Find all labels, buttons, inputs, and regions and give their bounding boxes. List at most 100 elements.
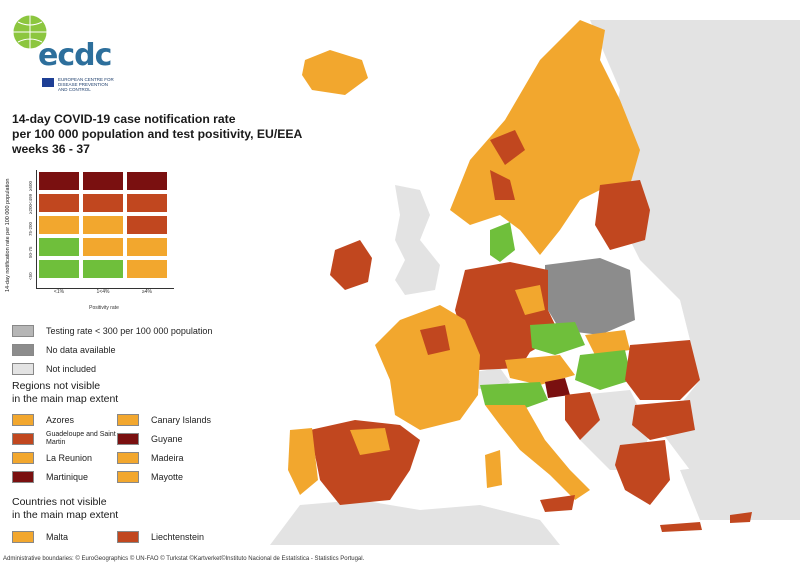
map-spain	[310, 420, 420, 505]
map-slovenia	[545, 378, 570, 398]
map-spain-orange-region	[350, 428, 390, 455]
map-italy-north	[480, 382, 548, 410]
matrix-cell	[38, 237, 80, 257]
country-item: Malta	[12, 530, 68, 544]
matrix-y-axis	[36, 170, 37, 288]
matrix-y-tick: <50	[28, 272, 33, 280]
map-crete	[660, 522, 702, 532]
legend-label: Malta	[46, 532, 69, 542]
legend-swatch	[117, 414, 139, 426]
map-norway-south-region	[490, 170, 515, 200]
logo-subtitle: EUROPEAN CENTRE FOR DISEASE PREVENTION A…	[58, 77, 114, 92]
legend-swatch	[12, 471, 34, 483]
title-line-3: weeks 36 - 37	[12, 142, 90, 156]
regions-heading-line-2: in the main map extent	[12, 393, 119, 405]
legend-swatch	[12, 363, 34, 375]
legend-label: Madeira	[151, 453, 184, 463]
matrix-y-tick: 50-75	[28, 246, 33, 258]
legend-swatch	[12, 325, 34, 337]
region-item: Mayotte	[117, 470, 183, 484]
legend-label: Testing rate < 300 per 100 000 populatio…	[46, 326, 213, 336]
matrix-cell	[82, 259, 124, 279]
matrix-y-tick: ≥500	[28, 181, 33, 191]
map-hungary	[575, 350, 632, 390]
matrix-cell	[126, 193, 168, 213]
map-france	[375, 305, 480, 430]
map-non-included-east	[590, 20, 800, 520]
map-germany-orange-region	[515, 285, 545, 315]
map-ireland	[330, 240, 372, 290]
map-norway-north-region	[490, 130, 525, 165]
footer-attribution: Administrative boundaries: © EuroGeograp…	[3, 556, 365, 562]
legend-label: No data available	[46, 345, 116, 355]
region-item: Martinique	[12, 470, 88, 484]
legend-label: Guyane	[151, 434, 183, 444]
map-croatia	[565, 392, 600, 440]
legend-swatch	[117, 531, 139, 543]
map-romania	[625, 340, 700, 400]
legend-label: Guadeloupe and Saint Martin	[46, 431, 116, 446]
matrix-cell	[82, 171, 124, 191]
matrix-cell	[82, 237, 124, 257]
country-item: Liechtenstein	[117, 530, 204, 544]
matrix-x-tick: <1%	[53, 289, 65, 295]
map-turkey	[680, 455, 800, 520]
title-line-2: per 100 000 population and test positivi…	[12, 127, 303, 141]
map-austria	[505, 355, 575, 385]
map-czechia	[530, 322, 585, 355]
map-denmark	[490, 222, 515, 262]
matrix-cell	[38, 193, 80, 213]
legend-label: Not included	[46, 364, 97, 374]
ecdc-logo: ecdc EUROPEAN CENTRE FOR DISEASE PREVENT…	[10, 12, 120, 92]
matrix-cell	[126, 259, 168, 279]
matrix-cell	[38, 259, 80, 279]
map-portugal	[288, 428, 318, 495]
logo-wordmark: ecdc	[38, 38, 112, 73]
map-poland	[545, 258, 635, 335]
region-item: Azores	[12, 413, 74, 427]
countries-heading-line-2: in the main map extent	[12, 509, 119, 521]
matrix-cell	[38, 171, 80, 191]
matrix-y-tick: 75-200	[28, 221, 33, 236]
matrix-y-tick: ≥200<499	[28, 193, 33, 214]
matrix-cell	[82, 193, 124, 213]
matrix-cell	[82, 215, 124, 235]
matrix-y-axis-label: 14-day notification rate per 100 000 pop…	[5, 178, 11, 292]
legend-swatch	[12, 433, 34, 445]
legend-swatch	[117, 471, 139, 483]
countries-heading: Countries not visible in the main map ex…	[12, 496, 118, 522]
map-greece	[615, 440, 670, 505]
eu-flag-icon	[42, 78, 54, 87]
matrix-cell	[38, 215, 80, 235]
map-cyprus	[730, 512, 752, 523]
legend-swatch	[117, 452, 139, 464]
matrix-x-tick: ≥4%	[142, 289, 152, 295]
legend-item-testing-rate: Testing rate < 300 per 100 000 populatio…	[12, 324, 212, 338]
regions-heading-line-1: Regions not visible	[12, 380, 101, 392]
legend-label: Azores	[46, 415, 75, 425]
legend-swatch	[12, 344, 34, 356]
matrix-cell	[126, 215, 168, 235]
map-slovakia	[585, 330, 630, 355]
map-bulgaria	[632, 400, 695, 440]
region-item: Canary Islands	[117, 413, 211, 427]
legend-label: La Reunion	[46, 453, 93, 463]
map-france-region	[420, 325, 450, 355]
legend-matrix	[38, 171, 170, 285]
countries-heading-line-1: Countries not visible	[12, 496, 107, 508]
legend-swatch	[117, 433, 139, 445]
region-item: Madeira	[117, 451, 184, 465]
region-item: Guyane	[117, 432, 183, 446]
matrix-x-axis-label: Positivity rate	[89, 305, 119, 311]
region-item: La Reunion	[12, 451, 92, 465]
map-baltics	[595, 180, 650, 250]
title-line-1: 14-day COVID-19 case notification rate	[12, 112, 236, 126]
map-sardinia	[485, 450, 502, 488]
legend-swatch	[12, 452, 34, 464]
legend-label: Liechtenstein	[151, 532, 205, 542]
legend-swatch	[12, 531, 34, 543]
legend-label: Canary Islands	[151, 415, 212, 425]
regions-heading: Regions not visible in the main map exte…	[12, 380, 118, 406]
map-italy	[485, 405, 590, 500]
